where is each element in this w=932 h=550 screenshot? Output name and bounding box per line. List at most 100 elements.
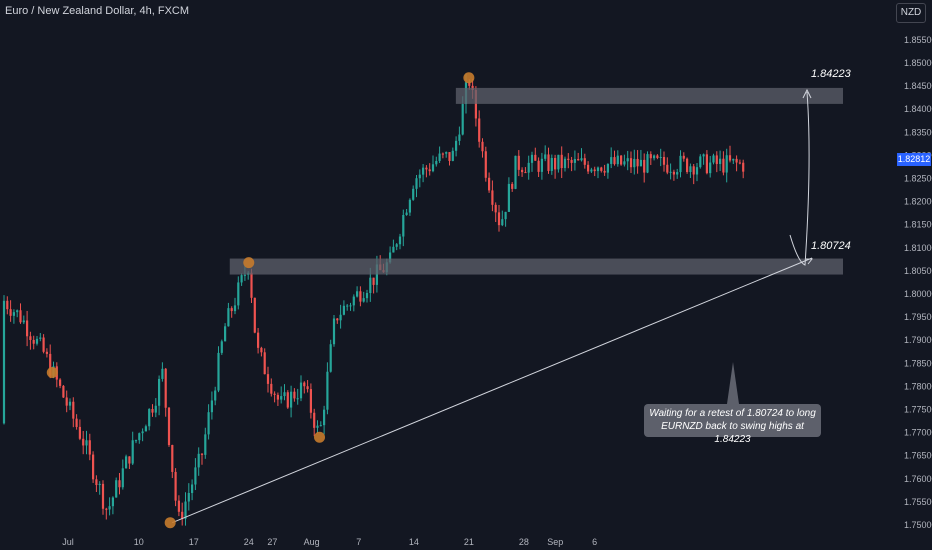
candle-body (85, 440, 88, 446)
candle-body (280, 396, 283, 400)
projection-arrow[interactable] (789, 91, 810, 266)
trade-note[interactable]: Waiting for a retest of 1.80724 to long … (644, 404, 821, 445)
swing-point-marker[interactable] (164, 517, 176, 529)
candlestick-series (2, 74, 745, 526)
candle-body (623, 161, 626, 165)
candle-body (105, 508, 108, 510)
candle-body (666, 164, 669, 173)
candle-body (266, 374, 270, 384)
candle-body (451, 150, 454, 161)
candle-body (349, 305, 352, 307)
candle-body (59, 379, 62, 386)
resistance-zone[interactable] (455, 87, 843, 104)
candle-body (725, 155, 728, 173)
candle-body (174, 471, 177, 501)
candle-body (719, 158, 722, 164)
candle-body (177, 500, 180, 512)
candle-body (448, 152, 451, 161)
swing-point-marker[interactable] (243, 257, 255, 269)
candle-body (412, 188, 415, 200)
candle-body (530, 154, 534, 163)
candle-body (2, 300, 6, 424)
candle-body (428, 169, 431, 172)
candle-body (194, 467, 197, 485)
candle-body (455, 140, 458, 151)
candle-body (253, 297, 256, 333)
candle-body (563, 158, 567, 169)
candle-body (626, 158, 629, 162)
y-tick-label: 1.79000 (904, 335, 932, 345)
candle-body (369, 277, 372, 294)
candle-body (9, 309, 12, 316)
y-tick-label: 1.85500 (904, 35, 932, 45)
candle-body (418, 174, 421, 179)
candle-body (514, 155, 517, 189)
x-tick-label: Aug (304, 537, 320, 547)
candle-body (260, 347, 263, 353)
candle-body (662, 157, 666, 165)
candle-body (19, 310, 22, 323)
candle-body (392, 246, 395, 253)
candle-body (577, 158, 580, 161)
candle-body (270, 383, 273, 394)
candle-body (108, 506, 111, 510)
candle-body (461, 104, 464, 135)
swing-point-marker[interactable] (463, 72, 475, 84)
candle-body (695, 167, 699, 175)
currency-badge[interactable]: NZD (896, 3, 926, 23)
candle-body (494, 204, 497, 213)
candle-body (643, 159, 646, 173)
candle-body (204, 434, 207, 455)
candle-body (128, 456, 131, 464)
candle-body (95, 479, 98, 486)
y-tick-label: 1.77000 (904, 428, 932, 438)
candle-body (22, 320, 25, 323)
chart-overlays: 1.84223 1.80724 (46, 68, 852, 529)
candle-body (263, 352, 266, 375)
candle-body (438, 153, 441, 161)
candle-body (468, 82, 471, 86)
swing-point-marker[interactable] (46, 367, 58, 379)
candle-body (273, 393, 276, 395)
candle-body (560, 154, 563, 169)
note-pointer (727, 362, 739, 404)
candle-body (336, 318, 339, 321)
candle-body (293, 391, 296, 399)
candle-body (705, 154, 708, 174)
candle-body (398, 236, 402, 245)
support-zone[interactable] (229, 258, 843, 275)
candle-body (649, 154, 652, 159)
candle-body (613, 157, 616, 165)
candle-body (633, 158, 636, 168)
candle-body (540, 158, 543, 172)
candle-body (402, 214, 405, 237)
candle-body (187, 492, 190, 502)
candle-body (583, 158, 586, 165)
trendline[interactable] (171, 257, 813, 524)
candle-body (728, 155, 732, 161)
candle-body (72, 401, 75, 419)
candle-body (415, 178, 418, 189)
candle-body (214, 390, 217, 401)
candle-body (45, 351, 48, 354)
candle-body (111, 497, 114, 507)
y-tick-label: 1.84000 (904, 104, 932, 114)
candle-body (722, 158, 725, 173)
swing-point-marker[interactable] (314, 431, 326, 443)
y-tick-label: 1.81000 (904, 243, 932, 253)
candle-body (501, 219, 504, 226)
candle-body (682, 155, 685, 159)
candle-body (131, 440, 134, 464)
candle-body (329, 344, 332, 372)
candle-body (497, 212, 501, 226)
candle-body (154, 405, 157, 413)
candle-body (554, 158, 557, 170)
candle-body (738, 162, 741, 164)
candle-body (524, 172, 527, 174)
candle-body (656, 155, 659, 158)
candle-body (125, 456, 128, 469)
candle-body (65, 397, 68, 406)
candle-body (742, 162, 745, 172)
candle-body (527, 162, 530, 173)
